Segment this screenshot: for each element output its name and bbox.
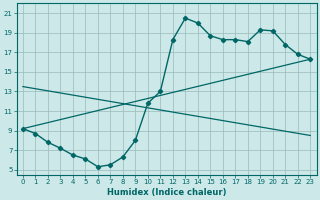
X-axis label: Humidex (Indice chaleur): Humidex (Indice chaleur) <box>107 188 226 197</box>
